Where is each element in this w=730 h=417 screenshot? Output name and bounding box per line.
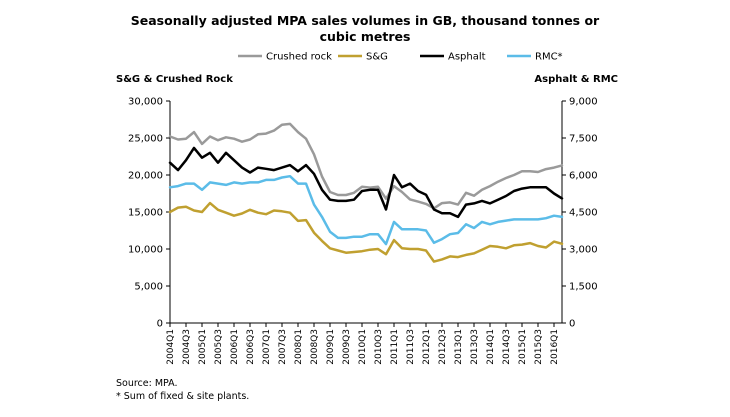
left-tick-label: 20,000 <box>128 171 163 182</box>
x-tick-label: 2004Q3 <box>182 329 192 365</box>
x-tick-label: 2012Q1 <box>422 329 432 365</box>
footnote: * Sum of fixed & site plants. <box>116 391 250 402</box>
x-tick-label: 2007Q1 <box>262 329 272 365</box>
chart-title-line1: Seasonally adjusted MPA sales volumes in… <box>131 13 600 28</box>
x-tick-label: 2007Q3 <box>278 329 288 365</box>
x-tick-label: 2013Q3 <box>470 329 480 365</box>
series-line-rmc <box>168 174 564 246</box>
series-line-s-g <box>168 201 564 263</box>
right-tick-label: 1,500 <box>569 282 598 293</box>
right-tick-label: 9,000 <box>569 97 598 108</box>
right-tick-label: 3,000 <box>569 245 598 256</box>
left-tick-label: 10,000 <box>128 245 163 256</box>
series-line-asphalt <box>168 146 564 219</box>
x-tick-label: 2009Q3 <box>342 329 352 365</box>
legend-label-asphalt: Asphalt <box>448 52 486 63</box>
series-layer <box>168 122 564 263</box>
x-tick-label: 2010Q1 <box>358 329 368 365</box>
x-tick-label: 2006Q3 <box>246 329 256 365</box>
x-tick-label: 2008Q1 <box>294 329 304 365</box>
left-axis-title: S&G & Crushed Rock <box>116 74 233 85</box>
x-tick-label: 2012Q3 <box>438 329 448 365</box>
left-tick-label: 30,000 <box>128 97 163 108</box>
x-tick-label: 2009Q1 <box>326 329 336 365</box>
x-tick-label: 2016Q1 <box>550 329 560 365</box>
right-axis-title: Asphalt & RMC <box>534 74 618 85</box>
x-tick-label: 2004Q1 <box>166 329 176 365</box>
left-tick-label: 15,000 <box>128 208 163 219</box>
x-tick-label: 2015Q1 <box>518 329 528 365</box>
series-line-crushed-rock <box>168 122 564 210</box>
x-tick-label: 2005Q1 <box>198 329 208 365</box>
x-tick-label: 2011Q1 <box>390 329 400 365</box>
right-tick-label: 6,000 <box>569 171 598 182</box>
x-tick-label: 2008Q3 <box>310 329 320 365</box>
x-tick-label: 2010Q3 <box>374 329 384 365</box>
x-tick-label: 2013Q1 <box>454 329 464 365</box>
left-tick-label: 0 <box>157 319 163 330</box>
x-tick-label: 2005Q3 <box>214 329 224 365</box>
source-note: Source: MPA. <box>116 378 178 389</box>
legend: Crushed rock S&G Asphalt RMC* <box>238 52 563 63</box>
left-tick-label: 5,000 <box>134 282 163 293</box>
legend-label-s-g: S&G <box>366 52 388 63</box>
x-tick-label: 2015Q3 <box>534 329 544 365</box>
legend-label-rmc: RMC* <box>535 52 563 63</box>
x-tick-label: 2014Q3 <box>502 329 512 365</box>
x-tick-label: 2006Q1 <box>230 329 240 365</box>
x-tick-label: 2014Q1 <box>486 329 496 365</box>
left-tick-label: 25,000 <box>128 134 163 145</box>
right-tick-label: 7,500 <box>569 134 598 145</box>
legend-label-crushed-rock: Crushed rock <box>266 52 332 63</box>
axes: 0 0 5,000 1,500 10,000 3,000 15,000 4,500 20,000… <box>128 97 598 365</box>
right-tick-label: 4,500 <box>569 208 598 219</box>
x-tick-label: 2011Q3 <box>406 329 416 365</box>
chart-title-line2: cubic metres <box>320 29 411 44</box>
right-tick-label: 0 <box>569 319 575 330</box>
